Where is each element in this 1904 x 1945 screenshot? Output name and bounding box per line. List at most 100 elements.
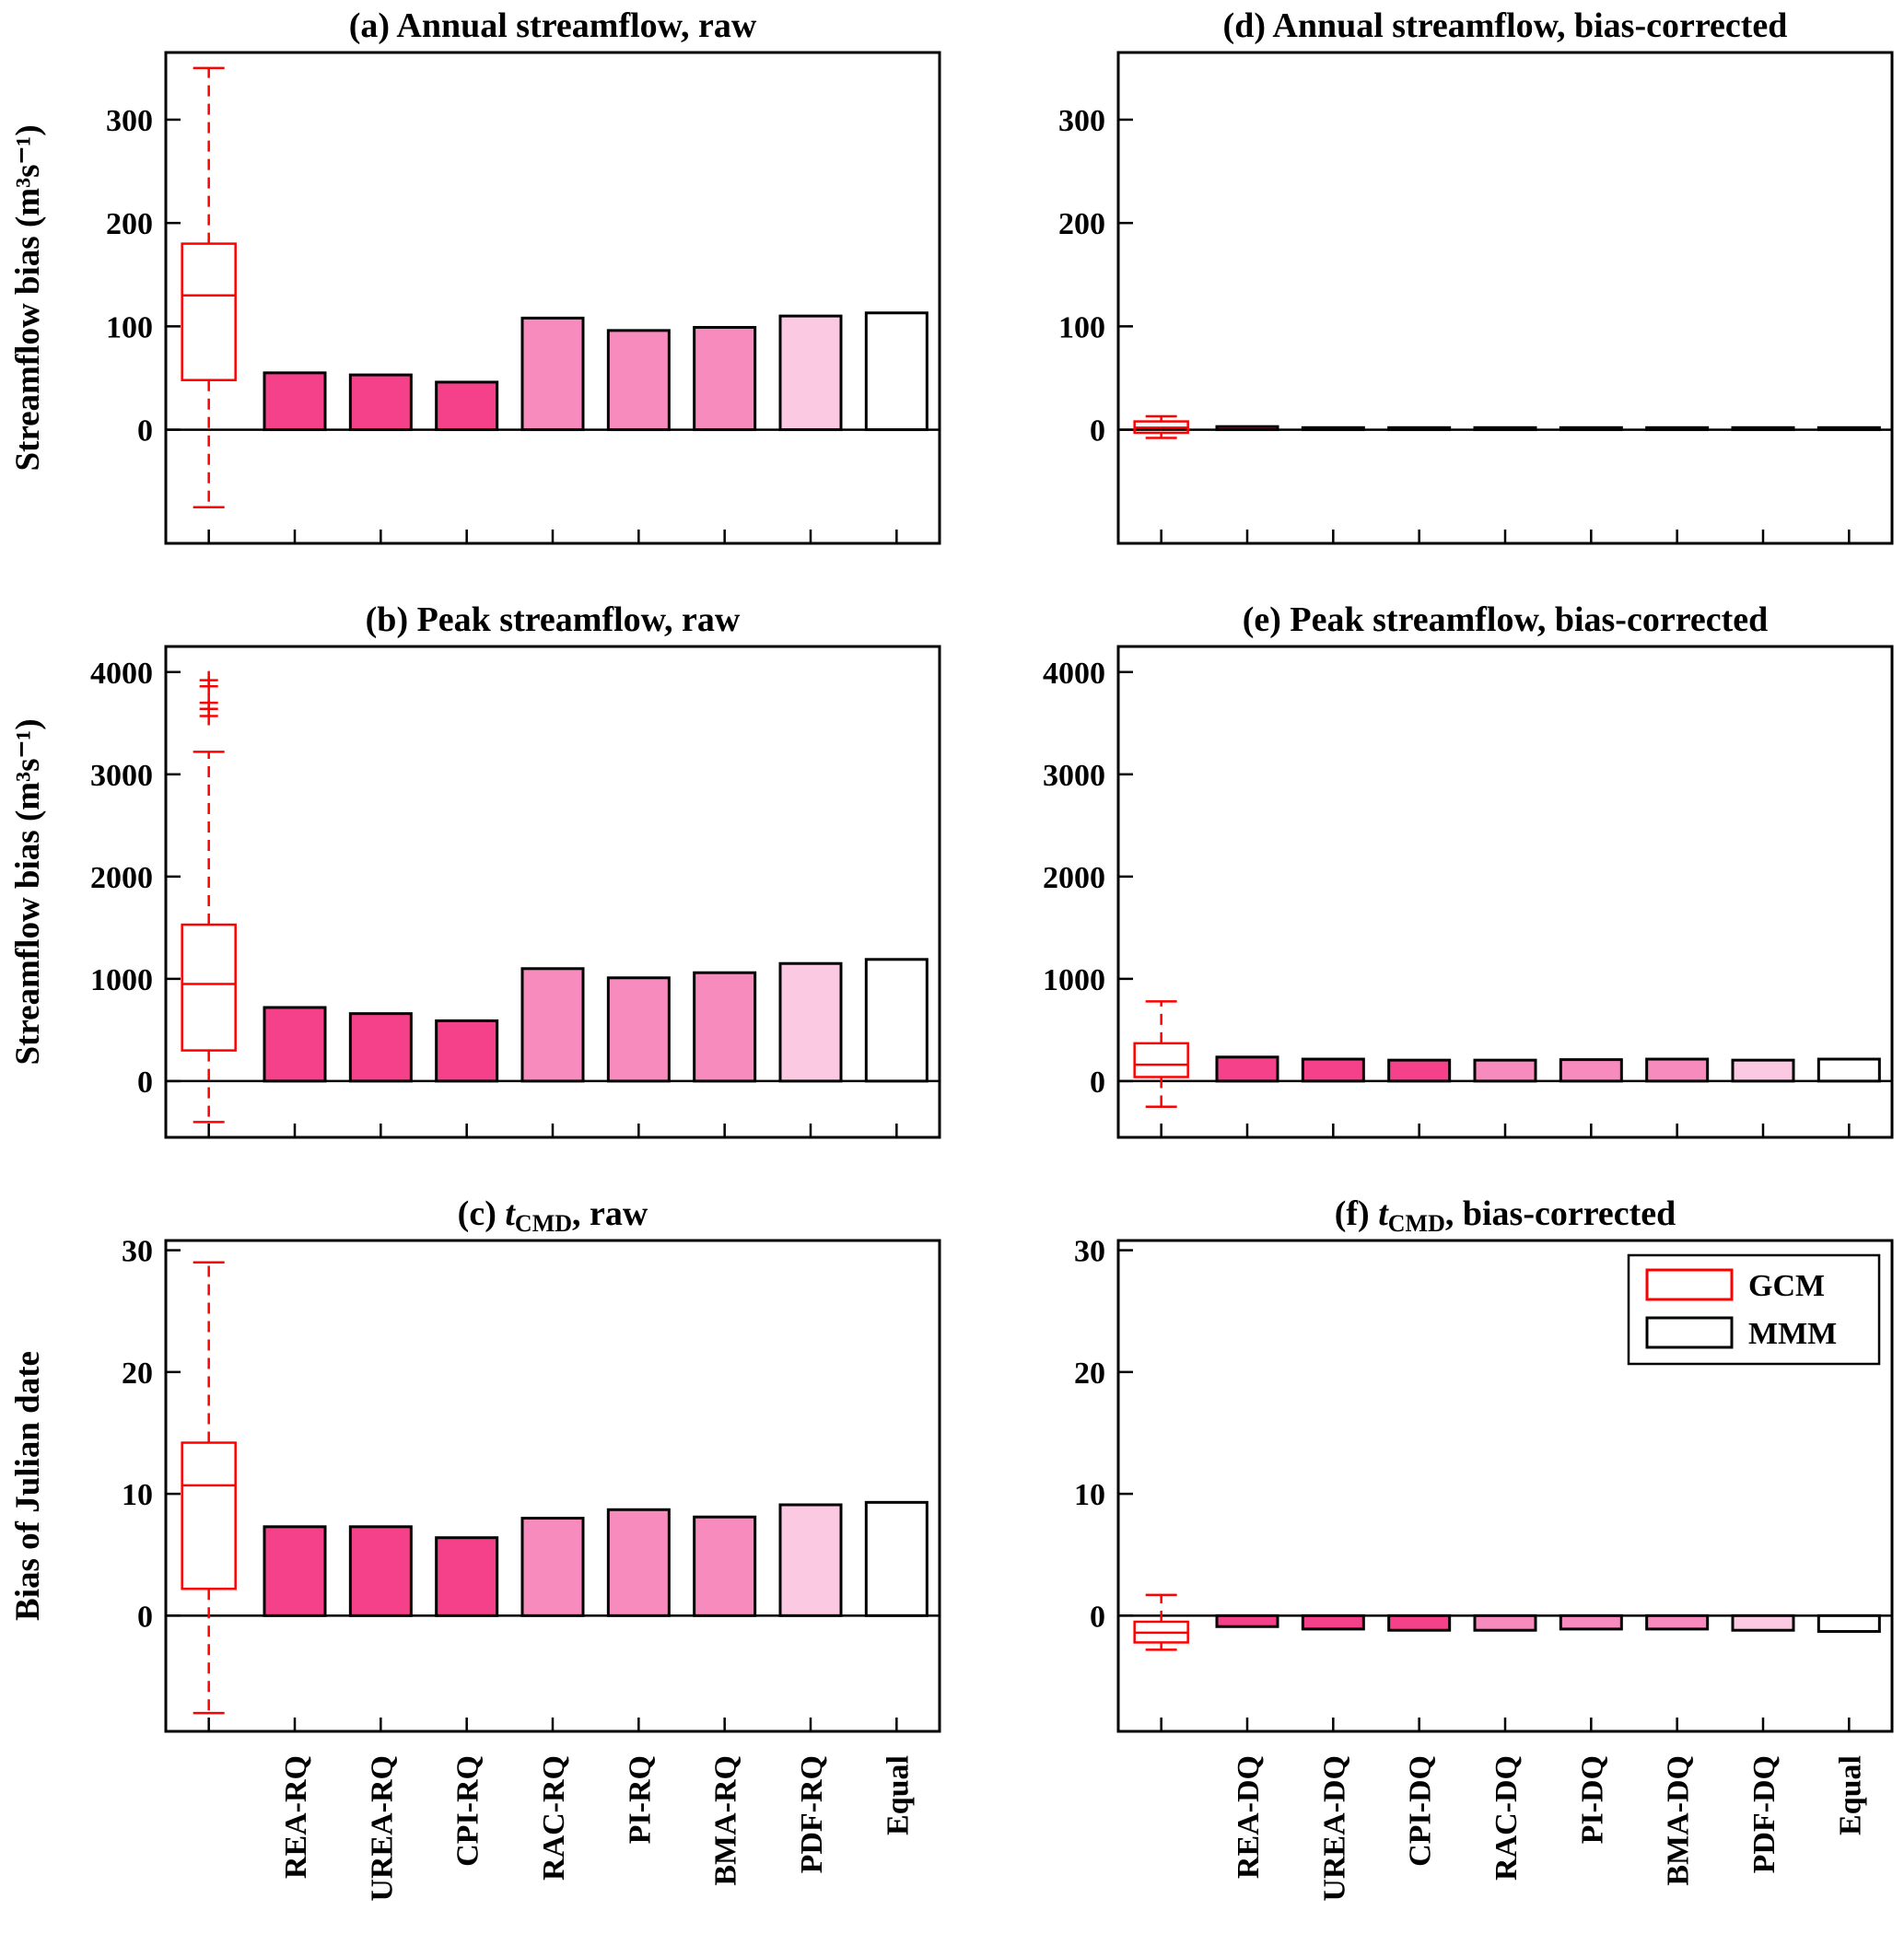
bar-BMA-RQ (693, 1515, 757, 1617)
bar-RAC-DQ (1473, 1613, 1537, 1632)
bar-REA-DQ (1215, 425, 1279, 432)
bar-Equal (864, 1500, 929, 1617)
panel-e: (e) Peak streamflow, bias-corrected 4000… (952, 594, 1904, 1188)
legend-label-gcm: GCM (1748, 1269, 1825, 1303)
panel-e-chart: 4000 3000 2000 1000 0 (1043, 645, 1894, 1139)
bar-CPI-RQ (435, 1019, 499, 1083)
x-category-label: RAC-DQ (1489, 1755, 1524, 1881)
y-tick-label: 4000 (90, 657, 153, 691)
bar-BMA-DQ (1645, 425, 1710, 432)
title-segment: (d) Annual streamflow, bias-corrected (1222, 6, 1788, 45)
title-segment: t (1378, 1194, 1388, 1233)
y-tick-label: 30 (1074, 1235, 1105, 1269)
x-category-label: Equal (881, 1755, 915, 1835)
bar-PI-RQ (606, 976, 671, 1083)
bar-UREA-DQ (1301, 1057, 1365, 1083)
y-tick-label: 100 (106, 310, 153, 344)
panel-a: (a) Annual streamflow, raw 300 200 100 0 Str… (0, 0, 952, 594)
y-tick-label: 100 (1058, 310, 1105, 344)
bar-PDF-DQ (1731, 425, 1795, 432)
y-axis-label: Streamflow bias (m³s⁻¹) (9, 718, 47, 1065)
y-tick-label: 10 (1074, 1478, 1105, 1512)
panel-d: (d) Annual streamflow, bias-corrected 30… (952, 0, 1904, 594)
y-tick-label: 0 (137, 414, 153, 448)
x-category-label: PI-RQ (623, 1755, 657, 1844)
title-segment: t (505, 1194, 515, 1233)
bar-CPI-RQ (435, 380, 499, 432)
plot-border (164, 1239, 941, 1733)
plot-border (1116, 51, 1894, 545)
x-category-label: PI-DQ (1575, 1755, 1609, 1844)
y-tick-label: 300 (1058, 104, 1105, 138)
bar-RAC-DQ (1473, 1058, 1537, 1083)
box (181, 1441, 237, 1590)
bar-PDF-RQ (778, 314, 843, 432)
panel-c-chart: 30 20 10 0 Bias of Julian date REA-RQ UREA-RQ C… (9, 1235, 941, 1902)
y-tick-label: 0 (137, 1600, 153, 1634)
y-tick-label: 200 (106, 207, 153, 241)
bar-CPI-DQ (1387, 425, 1452, 432)
gcm-boxplot (181, 1261, 237, 1715)
x-category-label: REA-DQ (1232, 1755, 1266, 1879)
bar-REA-RQ (263, 1525, 327, 1617)
bar-CPI-DQ (1387, 1058, 1452, 1083)
y-tick-label: 3000 (1043, 759, 1105, 793)
panel-b-chart: 4000 3000 2000 1000 0 Streamflow bias (m³s⁻¹) (9, 645, 941, 1139)
y-tick-label: 1000 (90, 963, 153, 997)
bar-UREA-DQ (1301, 1613, 1365, 1631)
panel-f: (f) tCMD, bias-corrected 30 20 10 0 REA-DQ UR… (952, 1188, 1904, 1945)
y-axis-label: Bias of Julian date (9, 1351, 47, 1621)
y-tick-label: 0 (1090, 414, 1105, 448)
panel-a-chart: 300 200 100 0 Streamflow bias (m³s⁻¹) (9, 51, 941, 545)
bar-REA-RQ (263, 1006, 327, 1083)
y-tick-label: 200 (1058, 207, 1105, 241)
y-tick-label: 0 (137, 1066, 153, 1100)
x-category-label: UREA-DQ (1317, 1755, 1351, 1902)
bar-PDF-RQ (778, 1503, 843, 1617)
box (181, 923, 237, 1052)
gcm-boxplot (1133, 414, 1189, 439)
bar-CPI-RQ (435, 1536, 499, 1617)
panel-d-title: (d) Annual streamflow, bias-corrected (1118, 6, 1892, 52)
y-tick-label: 1000 (1043, 963, 1105, 997)
legend: GCM MMM (1627, 1253, 1881, 1366)
bar-UREA-DQ (1301, 425, 1365, 432)
y-tick-label: 30 (122, 1235, 153, 1269)
y-tick-label: 20 (1074, 1357, 1105, 1391)
panel-c: (c) tCMD, raw 30 20 10 0 Bias of Julian date… (0, 1188, 952, 1945)
gcm-boxplot (181, 670, 237, 1124)
bar-BMA-DQ (1645, 1613, 1710, 1631)
legend-label-mmm: MMM (1748, 1317, 1837, 1351)
panel-b: (b) Peak streamflow, raw 4000 3000 2000 100… (0, 594, 952, 1188)
bar-Equal (1816, 1613, 1881, 1634)
title-segment: (c) (457, 1194, 506, 1233)
panel-a-title: (a) Annual streamflow, raw (166, 6, 940, 52)
y-tick-label: 20 (122, 1357, 153, 1391)
panel-c-title: (c) tCMD, raw (166, 1194, 940, 1240)
title-segment: (a) Annual streamflow, raw (348, 6, 757, 45)
y-tick-label: 0 (1090, 1066, 1105, 1100)
title-segment: , raw (572, 1194, 648, 1233)
bar-Equal (1816, 1057, 1881, 1083)
bar-UREA-RQ (348, 373, 413, 432)
y-axis-label: Streamflow bias (m³s⁻¹) (9, 124, 47, 471)
y-tick-label: 4000 (1043, 657, 1105, 691)
x-category-label: PDF-DQ (1747, 1755, 1781, 1873)
x-category-label: Equal (1833, 1755, 1867, 1835)
bar-BMA-DQ (1645, 1057, 1710, 1083)
x-category-label: PDF-RQ (795, 1755, 829, 1873)
box (1133, 1042, 1189, 1078)
x-category-label: UREA-RQ (365, 1755, 399, 1902)
plot-border (164, 51, 941, 545)
gcm-boxplot (1133, 1593, 1189, 1651)
bar-RAC-RQ (520, 316, 585, 432)
bar-RAC-RQ (520, 967, 585, 1083)
bar-PI-DQ (1559, 1613, 1623, 1631)
panel-e-title: (e) Peak streamflow, bias-corrected (1118, 600, 1892, 646)
bar-PI-DQ (1559, 425, 1623, 432)
title-segment: (f) (1334, 1194, 1379, 1233)
title-segment: CMD (1387, 1210, 1445, 1237)
bar-Equal (1816, 425, 1881, 432)
y-tick-label: 10 (122, 1478, 153, 1512)
bar-RAC-RQ (520, 1517, 585, 1617)
